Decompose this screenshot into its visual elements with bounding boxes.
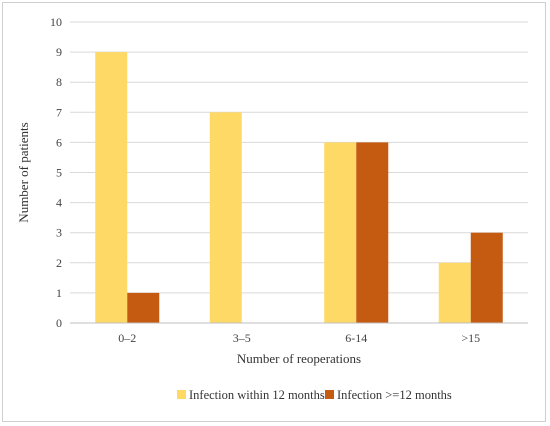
y-axis-ticks: 0 1 2 3 4 5 6 7 8 9 10 — [50, 15, 62, 330]
bar — [324, 142, 357, 323]
bars — [95, 52, 503, 323]
y-tick-label: 3 — [56, 226, 62, 240]
y-tick-label: 10 — [50, 15, 62, 29]
y-tick-label: 8 — [56, 75, 62, 89]
y-tick-label: 5 — [56, 166, 62, 180]
bar — [470, 232, 503, 323]
y-tick-label: 1 — [56, 286, 62, 300]
legend-swatch — [177, 390, 186, 399]
bar — [127, 292, 160, 323]
legend-label: Infection >=12 months — [337, 388, 452, 402]
y-tick-label: 7 — [56, 105, 62, 119]
x-tick-label: 3–5 — [233, 331, 251, 345]
legend-label: Infection within 12 months — [189, 388, 325, 402]
bar — [438, 262, 471, 323]
legend: Infection within 12 months Infection >=12… — [177, 388, 452, 402]
y-tick-label: 6 — [56, 135, 62, 149]
chart-frame — [2, 2, 546, 422]
x-axis-ticks: 0–2 3–5 6-14 >15 — [118, 331, 480, 345]
gridlines — [70, 21, 528, 294]
bar — [209, 112, 242, 323]
x-tick-label: >15 — [461, 331, 480, 345]
y-axis-label: Number of patients — [16, 122, 31, 222]
y-tick-label: 4 — [56, 196, 62, 210]
y-tick-label: 2 — [56, 256, 62, 270]
bar — [356, 142, 389, 323]
y-tick-label: 0 — [56, 316, 62, 330]
x-tick-label: 6-14 — [345, 331, 367, 345]
bar — [95, 52, 128, 323]
legend-swatch — [325, 390, 334, 399]
x-axis-label: Number of reoperations — [237, 351, 361, 366]
x-tick-label: 0–2 — [118, 331, 136, 345]
y-tick-label: 9 — [56, 45, 62, 59]
